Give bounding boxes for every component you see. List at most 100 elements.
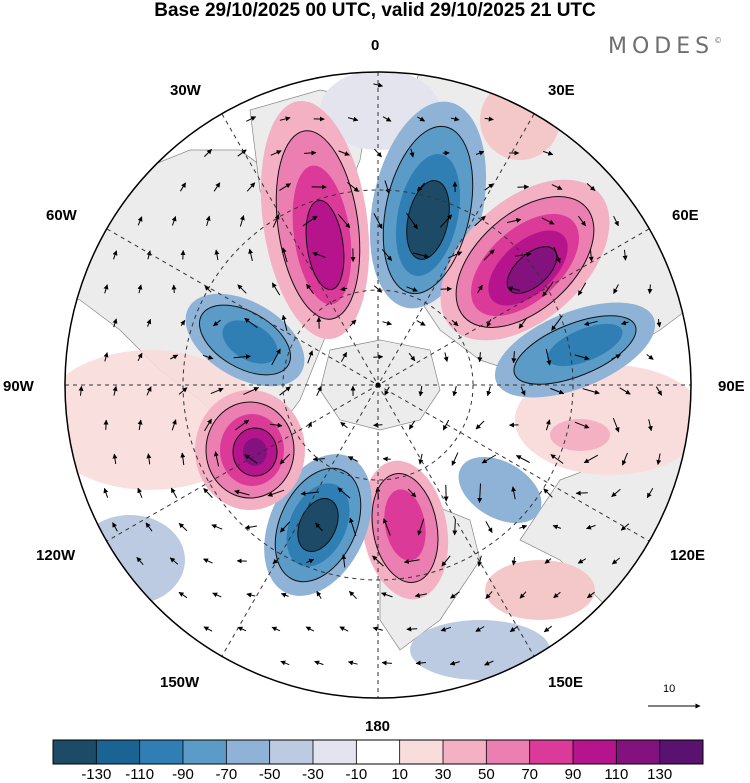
wind-arrow: [145, 522, 153, 532]
wind-arrow: [312, 251, 326, 258]
colorbar-tick-label: -30: [302, 766, 324, 783]
wind-arrow: [611, 354, 621, 360]
wind-arrow: [577, 282, 587, 296]
wind-arrow: [307, 350, 314, 364]
lon-label-30e: 30E: [548, 82, 575, 99]
wind-arrow: [543, 625, 553, 633]
colorbar-tick-label: 110: [604, 766, 629, 783]
wind-arrow: [170, 487, 178, 499]
lon-label-180: 180: [365, 718, 391, 735]
wind-arrow: [511, 351, 517, 364]
colorbar-swatch: [443, 740, 487, 764]
wind-arrow: [347, 182, 359, 192]
wind-arrow: [137, 284, 143, 294]
wind-arrow: [347, 116, 359, 122]
colorbar-swatch: [53, 740, 97, 764]
wind-arrow: [213, 451, 220, 467]
wind-arrow: [203, 488, 213, 498]
wind-arrow: [211, 524, 223, 530]
brand-mark: ©: [714, 36, 723, 45]
wind-arrow: [307, 421, 312, 429]
wind-arrow: [485, 521, 493, 534]
wind-arrow: [485, 591, 493, 599]
neg-lobe-wnw: [185, 293, 305, 387]
wind-arrow: [244, 524, 257, 530]
wind-arrow: [486, 386, 492, 397]
wind-arrow: [545, 419, 551, 431]
wind-arrow: [281, 314, 288, 331]
wind-arrow: [213, 319, 221, 327]
wind-arrow: [441, 555, 451, 567]
wind-arrow: [551, 315, 563, 331]
wind-arrow: [613, 284, 619, 294]
wind-arrow: [179, 182, 187, 192]
wind-arrow: [509, 625, 519, 633]
wind-arrow: [413, 252, 430, 259]
wind-arrow: [621, 452, 628, 466]
neg-lobe-se: [458, 456, 542, 524]
wind-arrow: [315, 522, 323, 532]
pos-lobe-wsw: [195, 390, 305, 510]
colorbar-tick-label: 70: [521, 766, 538, 783]
wind-arrow: [246, 116, 257, 122]
wind-arrow: [475, 150, 485, 156]
lon-label-90e: 90E: [718, 378, 745, 395]
neg-lobe-n: [369, 101, 487, 309]
wind-arrow: [180, 319, 186, 326]
wind-arrow: [372, 626, 384, 632]
wind-arrow: [406, 626, 418, 632]
wind-arrow: [381, 249, 393, 261]
wind-arrow: [267, 489, 285, 497]
wind-arrow: [272, 214, 280, 228]
wind-arrow: [484, 116, 494, 122]
wind-arrow: [511, 486, 517, 500]
wind-arrow: [583, 454, 599, 464]
wind-arrow: [382, 456, 391, 462]
wind-arrow: [237, 626, 247, 632]
wind-arrow: [244, 454, 258, 464]
wind-arrow: [205, 215, 211, 227]
wind-arrow: [112, 522, 118, 532]
wind-arrow: [137, 419, 143, 431]
wind-arrow: [204, 149, 212, 157]
wind-arrow: [280, 592, 289, 598]
wind-arrow: [484, 660, 494, 666]
wind-arrow: [337, 213, 351, 229]
colorbar-swatch: [226, 740, 270, 764]
wind-arrow: [450, 591, 460, 599]
wind-arrow: [243, 387, 260, 395]
wind-arrow: [237, 284, 247, 294]
wind-arrow: [475, 420, 485, 430]
wind-arrow: [271, 626, 281, 632]
wind-arrow: [417, 518, 425, 536]
wind-arrow: [408, 352, 416, 362]
wind-arrow: [300, 491, 320, 496]
wind-arrow: [381, 592, 393, 598]
wind-arrow: [544, 558, 552, 564]
wind-arrow: [146, 318, 152, 327]
wind-arrow: [409, 148, 415, 158]
wind-arrow: [451, 319, 459, 327]
wind-arrow: [474, 215, 486, 227]
wind-arrow: [314, 660, 324, 666]
brand-text: MODES: [608, 34, 715, 59]
wind-arrow: [178, 387, 188, 395]
wind-arrow: [347, 456, 358, 462]
wind-arrow: [271, 282, 281, 296]
wind-arrow: [647, 419, 653, 432]
wind-arrow: [620, 320, 629, 326]
wind-arrow: [340, 351, 348, 362]
colorbar-swatch: [659, 740, 704, 764]
wind-vectors: [78, 82, 663, 666]
wind-arrow: [542, 281, 554, 297]
colorbar-tick-label: 90: [564, 766, 582, 783]
map-border: [64, 71, 692, 699]
wind-arrow: [477, 483, 483, 503]
wind-arrow: [237, 149, 247, 157]
wind-arrow: [518, 317, 528, 329]
wind-arrow: [137, 352, 143, 362]
wind-arrow: [553, 591, 561, 599]
wind-arrow: [519, 524, 528, 530]
wind-arrow: [146, 250, 152, 260]
wind-arrow: [611, 557, 621, 565]
